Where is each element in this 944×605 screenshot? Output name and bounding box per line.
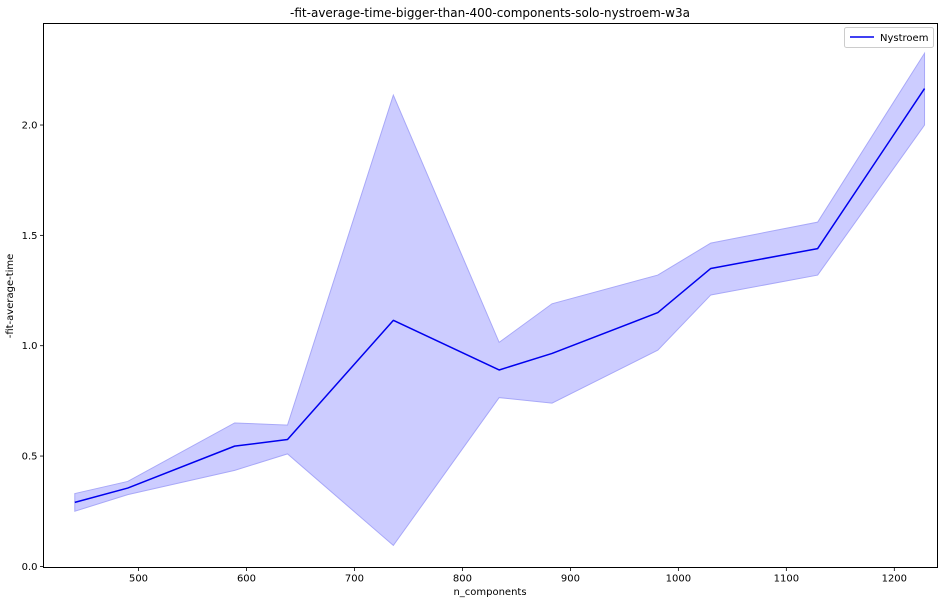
chart-title: -fit-average-time-bigger-than-400-compon…	[290, 6, 690, 20]
y-tick-label: 2.0	[22, 121, 38, 132]
x-tick-label: 1100	[774, 574, 799, 585]
y-tick-label: 1.0	[22, 341, 38, 352]
legend: Nystroem	[844, 27, 934, 48]
x-axis-label: n_components	[453, 587, 526, 598]
x-tick-label: 1200	[882, 574, 907, 585]
confidence-band-nystroem	[74, 51, 926, 547]
y-tick-label: 1.5	[22, 231, 38, 242]
y-tick-label: 0.5	[22, 452, 38, 463]
x-tick-label: 600	[237, 574, 256, 585]
y-axis-label: -fit-average-time	[5, 254, 16, 339]
x-tick-label: 800	[453, 574, 472, 585]
x-tick-label: 900	[561, 574, 580, 585]
y-tick-label: 0.0	[22, 562, 38, 573]
x-tick-label: 1000	[666, 574, 691, 585]
legend-label-nystroem: Nystroem	[880, 33, 928, 44]
plot-frame	[43, 23, 938, 568]
plot-area	[74, 51, 926, 547]
x-tick-label: 500	[129, 574, 148, 585]
x-tick-label: 700	[345, 574, 364, 585]
legend-box	[844, 27, 934, 48]
x-axis: 500 600 700 800 900 1000 1100 1200	[129, 567, 907, 585]
y-axis: 0.0 0.5 1.0 1.5 2.0	[22, 121, 44, 573]
series-line-nystroem	[74, 88, 926, 504]
